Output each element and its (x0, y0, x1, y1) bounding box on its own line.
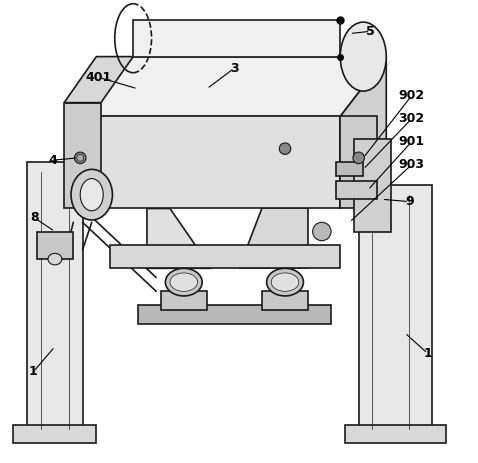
Ellipse shape (80, 179, 103, 211)
Polygon shape (110, 245, 340, 269)
Polygon shape (64, 103, 101, 208)
Polygon shape (161, 291, 207, 310)
Polygon shape (345, 425, 446, 443)
Polygon shape (262, 291, 308, 310)
Ellipse shape (267, 269, 304, 296)
Ellipse shape (165, 269, 202, 296)
Ellipse shape (48, 253, 62, 265)
Text: 1: 1 (424, 347, 432, 360)
Polygon shape (340, 116, 377, 208)
Text: 902: 902 (399, 89, 424, 102)
Polygon shape (133, 20, 340, 56)
Ellipse shape (170, 273, 197, 291)
Text: 3: 3 (230, 62, 239, 75)
Text: 901: 901 (399, 135, 424, 148)
Polygon shape (336, 181, 377, 199)
Ellipse shape (271, 273, 299, 291)
Polygon shape (147, 208, 211, 269)
Polygon shape (138, 305, 331, 324)
Text: 401: 401 (86, 71, 112, 84)
Ellipse shape (353, 152, 364, 163)
Polygon shape (354, 139, 391, 232)
Polygon shape (358, 186, 432, 438)
Ellipse shape (71, 169, 112, 220)
Ellipse shape (279, 143, 291, 155)
Polygon shape (239, 208, 308, 269)
Polygon shape (87, 116, 340, 208)
Text: 302: 302 (399, 112, 424, 125)
Polygon shape (87, 56, 386, 116)
Polygon shape (13, 425, 97, 443)
Text: 5: 5 (366, 25, 375, 38)
Polygon shape (340, 56, 386, 208)
Ellipse shape (75, 152, 86, 163)
Text: 8: 8 (30, 211, 39, 224)
Text: 4: 4 (48, 154, 57, 167)
Text: 903: 903 (399, 158, 424, 171)
Polygon shape (27, 163, 83, 438)
Ellipse shape (340, 22, 386, 91)
Polygon shape (64, 56, 133, 103)
Polygon shape (336, 163, 363, 176)
Polygon shape (36, 232, 73, 259)
Text: 1: 1 (29, 365, 38, 378)
Ellipse shape (313, 222, 331, 241)
Ellipse shape (77, 155, 84, 161)
Text: 9: 9 (405, 195, 413, 208)
